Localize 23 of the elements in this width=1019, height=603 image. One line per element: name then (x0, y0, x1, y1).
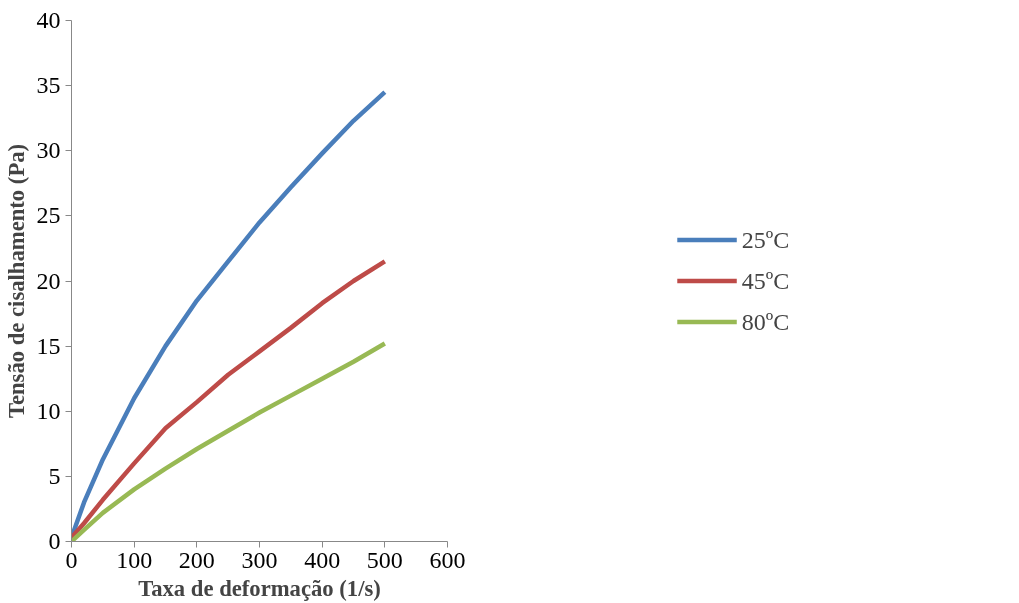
y-tick-label: 40 (36, 7, 61, 33)
x-tick-label: 200 (178, 546, 215, 573)
legend-label: 80ºC (741, 308, 790, 335)
y-tick-label: 30 (36, 137, 61, 164)
y-tick-label: 35 (36, 72, 61, 99)
y-tick-label: 15 (36, 332, 61, 359)
x-tick-label: 100 (116, 546, 153, 573)
y-tick-label: 10 (36, 397, 61, 424)
line-series (71, 341, 388, 542)
y-tick-label: 25 (36, 202, 61, 229)
x-tick-label: 400 (304, 546, 341, 573)
y-axis-title: Tensão de cisalhamento (Pa) (3, 143, 29, 419)
x-tick-label: 300 (241, 546, 278, 573)
legend-label: 45ºC (741, 267, 790, 294)
x-tick-label: 0 (65, 546, 78, 573)
x-tick-label: 500 (366, 546, 403, 573)
y-tick-label: 5 (48, 462, 61, 489)
y-tick-label: 20 (36, 267, 61, 294)
legend-label: 25ºC (741, 226, 790, 253)
x-axis-title: Taxa de deformação (1/s) (138, 575, 381, 601)
line-series (71, 259, 388, 540)
y-tick-label: 0 (48, 528, 61, 554)
x-tick-label: 600 (429, 546, 466, 573)
